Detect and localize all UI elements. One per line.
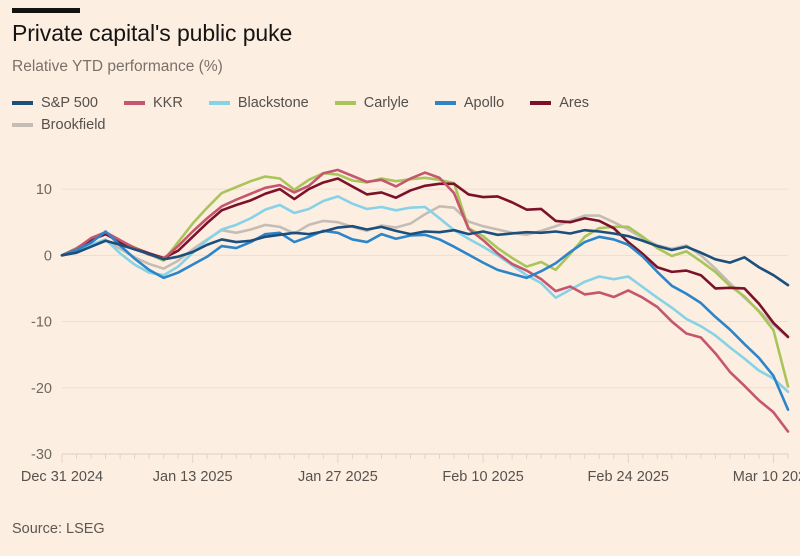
legend-label-blackstone: Blackstone [237,94,309,111]
legend-item-apollo[interactable]: Apollo [434,94,505,111]
plot-area: 10 0 -10 -20 -30 Dec 31 2024 Jan 13 2025 Jan 27… [0,146,800,491]
xtick-label-0: Dec 31 2024 [21,469,103,485]
legend-label-ares: Ares [559,94,590,111]
xtick-label-5: Mar 10 2025 [733,469,800,485]
ytick-label--10: -10 [31,315,52,331]
legend-item-sp500[interactable]: S&P 500 [12,96,98,111]
legend-swatch-icon-carlyle [334,101,356,105]
legend-row-1: S&P 500 KKR Blackstone Carlyle Apollo Ar… [12,92,788,114]
legend-swatch-icon-brookfield [12,123,33,127]
legend-item-brookfield[interactable]: Brookfield [12,118,105,133]
legend-swatch-icon-sp500 [12,101,33,105]
legend-item-carlyle[interactable]: Carlyle [334,94,409,111]
series-line-kkr [60,168,790,433]
xtick-label-4: Feb 24 2025 [588,469,669,485]
series-line-carlyle [60,171,790,388]
ytick-label--30: -30 [31,447,52,463]
xtick-label-1: Jan 13 2025 [153,469,233,485]
ytick-label-0: 0 [44,248,52,264]
legend-label-apollo: Apollo [463,94,505,111]
legend-label-brookfield: Brookfield [41,116,106,133]
series-line-s-p-500 [60,224,790,287]
legend-swatch-icon-blackstone [208,101,230,105]
xtick-label-2: Jan 27 2025 [298,469,378,485]
legend-swatch-icon-kkr [123,101,145,105]
series-line-ares [60,177,790,339]
legend-swatch-icon-ares [530,101,552,105]
source-note: Source: LSEG [12,521,105,537]
legend-swatch-icon-apollo [434,101,456,105]
chart-legend: S&P 500 KKR Blackstone Carlyle Apollo Ar… [12,92,788,136]
series-line-blackstone [60,195,790,394]
ytick-label-10: 10 [36,182,52,198]
legend-label-sp500: S&P 500 [41,94,98,111]
legend-item-ares[interactable]: Ares [530,96,589,111]
header-rule [12,8,80,13]
legend-label-kkr: KKR [152,94,183,111]
legend-item-blackstone[interactable]: Blackstone [208,94,309,111]
page-title: Private capital's public puke [12,20,293,46]
line-chart-svg: 10 0 -10 -20 -30 Dec 31 2024 Jan 13 2025 Jan 27… [21,168,800,485]
xtick-label-3: Feb 10 2025 [442,469,523,485]
legend-label-carlyle: Carlyle [363,94,409,111]
legend-row-2: Brookfield [12,114,788,136]
series-line-apollo [60,229,790,411]
ytick-label--20: -20 [31,381,52,397]
legend-item-kkr[interactable]: KKR [123,94,183,111]
chart-subtitle: Relative YTD performance (%) [12,58,223,75]
